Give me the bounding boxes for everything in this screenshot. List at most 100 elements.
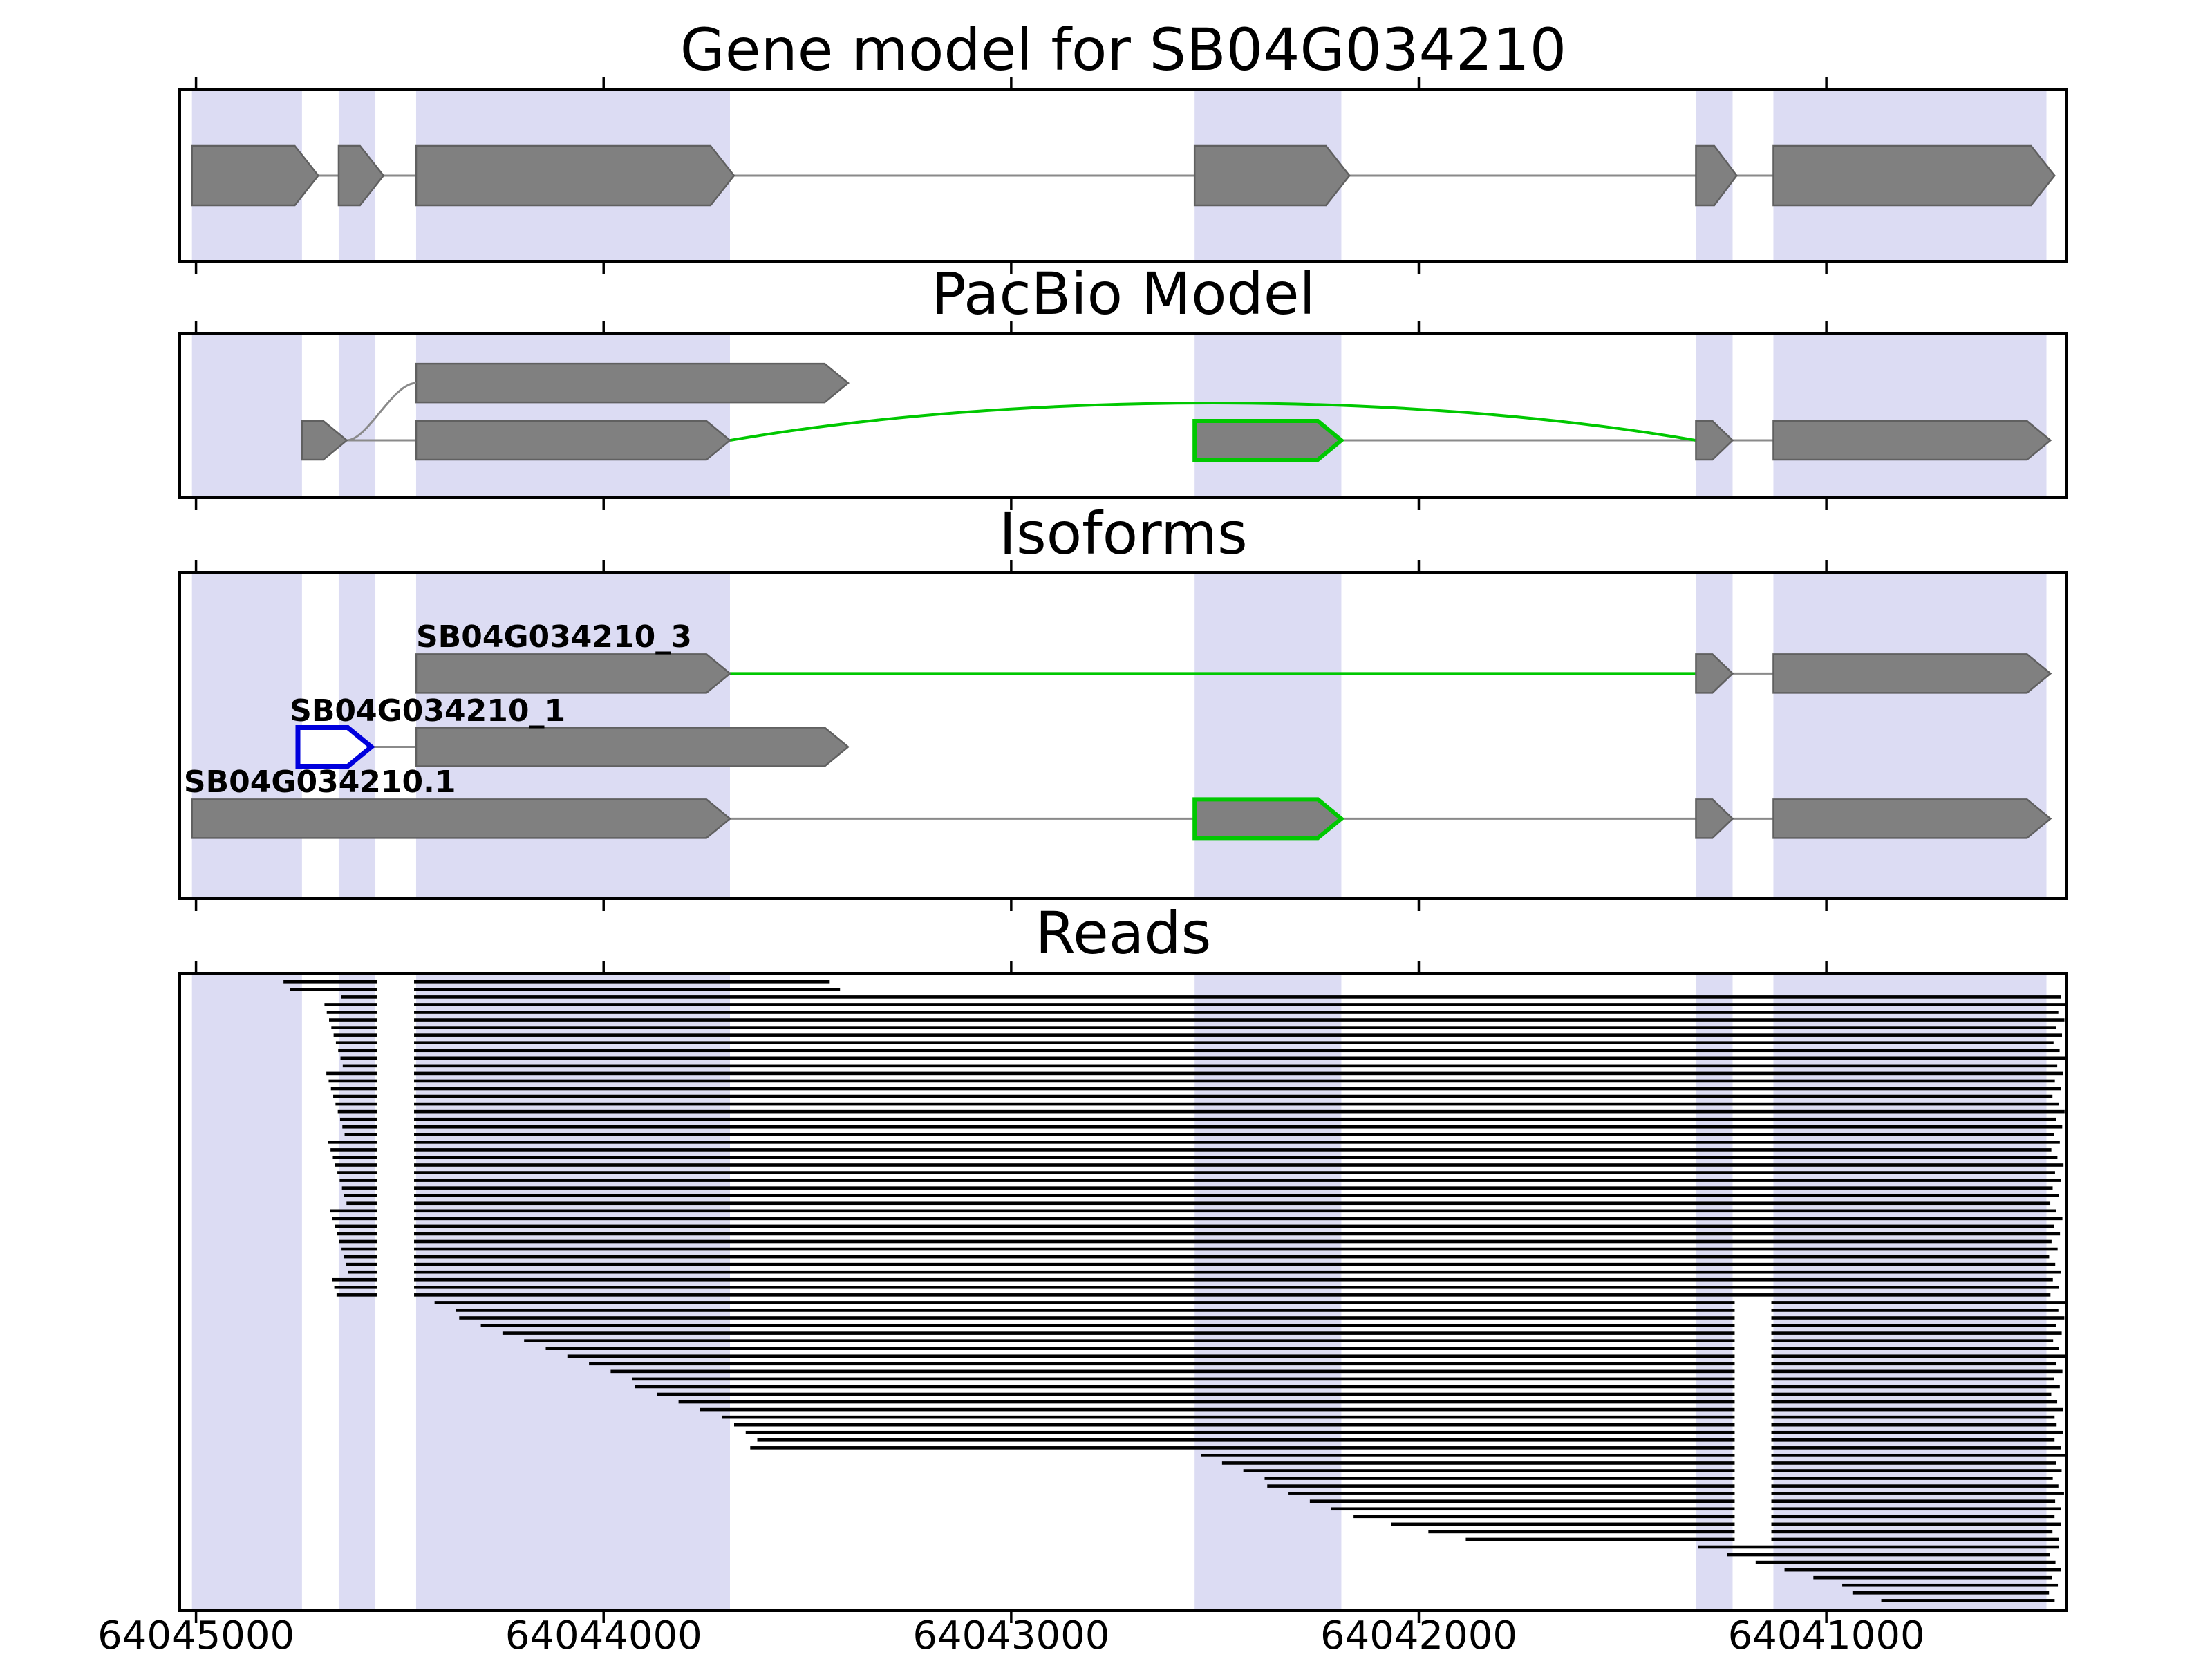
exon: [295, 725, 375, 769]
exon: [1193, 144, 1351, 207]
read-line: [346, 1262, 377, 1266]
read-line: [1331, 1507, 1735, 1511]
exon: [301, 420, 348, 461]
read-line: [545, 1347, 1735, 1350]
read-line: [283, 980, 377, 984]
read-line: [1771, 1407, 2063, 1412]
read-line: [567, 1354, 1735, 1358]
isoform-label: SB04G034210.1: [183, 765, 456, 800]
read-line: [337, 1109, 377, 1114]
read-line: [414, 1087, 2061, 1091]
read-line: [414, 1079, 2055, 1083]
read-line: [330, 1087, 377, 1091]
read-line: [1727, 1553, 2050, 1557]
exon: [337, 144, 385, 207]
read-line: [330, 1209, 377, 1213]
read-line: [339, 1117, 377, 1121]
read-line: [414, 1117, 2056, 1121]
read-line: [414, 1141, 2060, 1144]
read-line: [1428, 1530, 1735, 1534]
read-line: [414, 1194, 2059, 1197]
panel-frame: [178, 332, 2068, 499]
exon-highlight-band: [191, 572, 302, 899]
read-line: [290, 988, 377, 991]
read-line: [1771, 1530, 2053, 1534]
exon: [415, 420, 731, 461]
read-line: [1771, 1362, 2057, 1366]
read-line: [757, 1438, 1735, 1442]
read-line: [335, 1041, 377, 1044]
read-line: [414, 1003, 2065, 1006]
exon-highlight-band: [338, 334, 376, 498]
read-line: [1771, 1309, 2059, 1312]
exon: [415, 144, 735, 207]
read-line: [1353, 1515, 1735, 1519]
panel-frame: [178, 571, 2068, 900]
read-line: [337, 1171, 377, 1174]
exon-connector-curve: [346, 382, 417, 442]
read-line: [1771, 1339, 2054, 1342]
read-line: [1309, 1499, 1735, 1503]
title-gene-model: Gene model for SB04G034210: [679, 16, 1567, 84]
read-line: [1771, 1507, 2061, 1511]
exon: [191, 798, 731, 839]
exon: [1695, 798, 1734, 839]
read-line: [1391, 1522, 1735, 1526]
read-line: [335, 1102, 377, 1106]
read-line: [348, 1270, 377, 1274]
read-line: [414, 1293, 2051, 1297]
read-line: [434, 1301, 1735, 1304]
read-line: [414, 1094, 2053, 1098]
read-line: [1881, 1599, 2055, 1602]
read-line: [333, 1033, 377, 1037]
read-line: [346, 1201, 377, 1206]
exon: [1192, 797, 1345, 841]
exon: [1772, 420, 2052, 461]
panel-reads: [178, 961, 2068, 1623]
read-line: [414, 980, 830, 984]
junction-arc: [729, 402, 1696, 442]
read-line: [1771, 1301, 2065, 1304]
read-line: [480, 1324, 1735, 1327]
read-line: [1465, 1537, 1735, 1541]
read-line: [1243, 1469, 1735, 1472]
read-line: [1771, 1469, 2062, 1472]
exon-highlight-band: [191, 334, 302, 498]
read-line: [414, 1011, 2059, 1014]
exon-highlight-band: [1194, 334, 1342, 498]
read-line: [414, 1109, 2065, 1114]
title-pacbio-model: PacBio Model: [931, 260, 1315, 328]
read-line: [414, 1163, 2064, 1167]
read-line: [456, 1309, 1735, 1312]
read-line: [324, 1003, 377, 1006]
exon: [191, 144, 320, 207]
read-line: [414, 1033, 2063, 1037]
read-line: [414, 1102, 2059, 1106]
read-line: [414, 1133, 2054, 1136]
read-line: [750, 1446, 1735, 1450]
read-line: [342, 1125, 377, 1129]
read-line: [635, 1385, 1735, 1389]
read-line: [414, 1186, 2053, 1190]
read-line: [1771, 1522, 2061, 1526]
read-line: [344, 1194, 377, 1197]
read-line: [414, 1232, 2061, 1236]
read-line: [414, 1224, 2054, 1228]
title-reads: Reads: [1035, 899, 1212, 967]
read-line: [1771, 1377, 2054, 1381]
exon: [1772, 653, 2052, 694]
exon-highlight-band: [1773, 334, 2047, 498]
panel-gene-model: [178, 77, 2068, 274]
read-line: [344, 1255, 377, 1259]
exon-highlight-band: [1773, 572, 2047, 899]
read-line: [1771, 1392, 2052, 1396]
read-line: [414, 1239, 2052, 1244]
read-line: [1698, 1545, 2059, 1549]
read-line: [414, 1056, 2065, 1060]
read-line: [1771, 1438, 2055, 1442]
read-line: [414, 1064, 2058, 1068]
exon-highlight-band: [415, 973, 731, 1611]
panel-isoforms: [178, 560, 2068, 911]
read-line: [414, 1277, 2053, 1282]
